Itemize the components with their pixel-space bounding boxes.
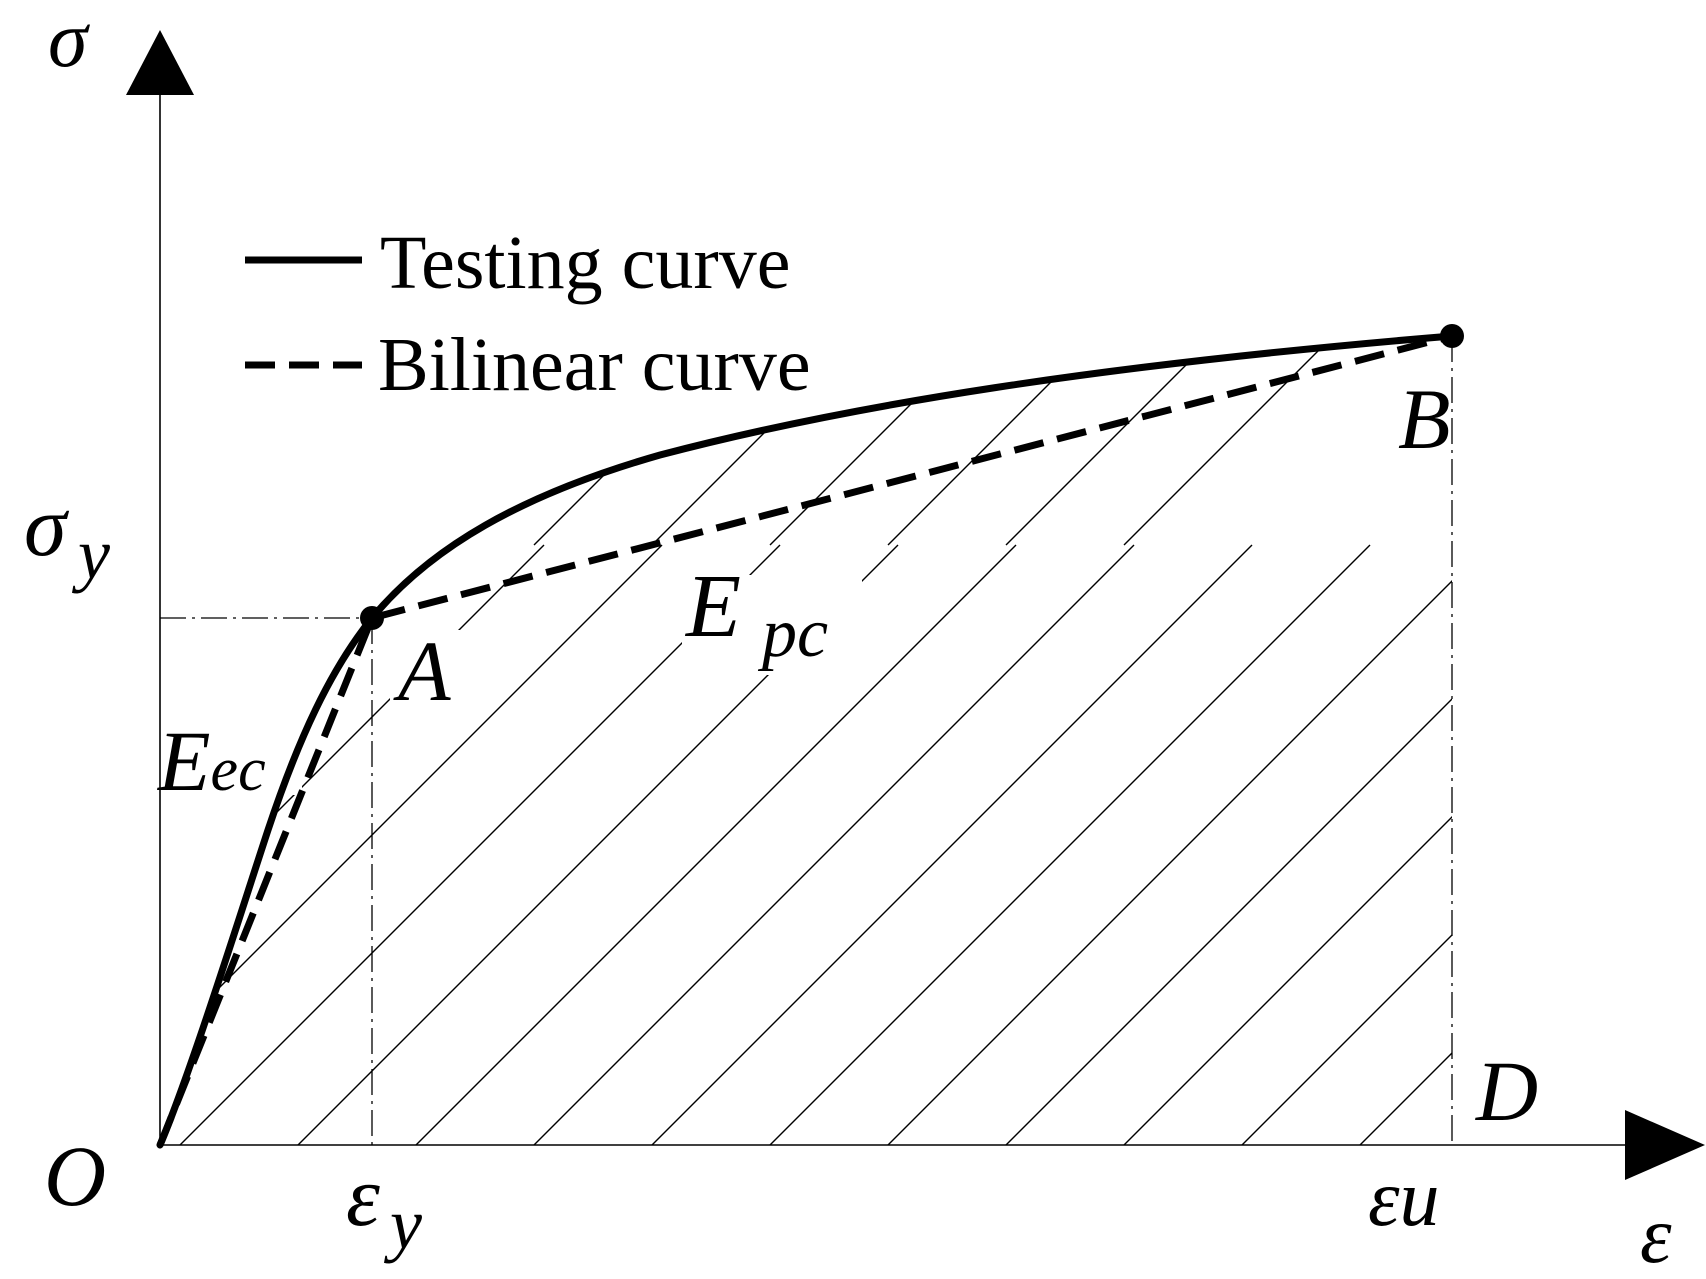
x-axis-arrow — [1625, 1110, 1705, 1180]
sigma-axis-label: σ — [48, 0, 90, 84]
reference-lines — [160, 336, 1453, 1145]
point-b-marker — [1440, 324, 1464, 348]
testing-curve — [156, 332, 1456, 1149]
axes — [159, 95, 1625, 1146]
eps-y-subscript: y — [383, 1184, 422, 1264]
eps-u-label: εu — [1368, 1155, 1440, 1243]
point-a-marker — [360, 606, 384, 630]
e-ec-sub: ec — [211, 736, 266, 804]
point-d-label: D — [1475, 1043, 1538, 1139]
legend-testing-label: Testing curve — [380, 221, 790, 305]
origin-label: O — [44, 1128, 106, 1224]
label-mask-a — [390, 630, 485, 710]
y-axis-arrow — [126, 30, 194, 95]
sigma-y-label: σ — [24, 478, 70, 574]
epsilon-axis-label: ε — [1640, 1192, 1672, 1279]
e-ec-main: E — [156, 713, 211, 809]
legend-bilinear-label: Bilinear curve — [378, 323, 811, 407]
label-mask-eec — [162, 720, 302, 795]
point-b-label: B — [1398, 371, 1451, 467]
e-pc-subscript: pc — [757, 595, 828, 672]
e-ec-label: Eec — [156, 713, 266, 809]
bilinear-curve — [156, 332, 1453, 1147]
point-a-label: A — [393, 623, 451, 719]
e-pc-label: E — [684, 557, 741, 656]
hatch-area — [160, 336, 1452, 1145]
label-mask-b — [1395, 375, 1475, 455]
eps-y-label: ε — [346, 1148, 380, 1244]
label-mask-epc — [682, 575, 862, 675]
legend: Testing curve Bilinear curve — [245, 221, 811, 407]
sigma-y-subscript: y — [71, 514, 110, 594]
